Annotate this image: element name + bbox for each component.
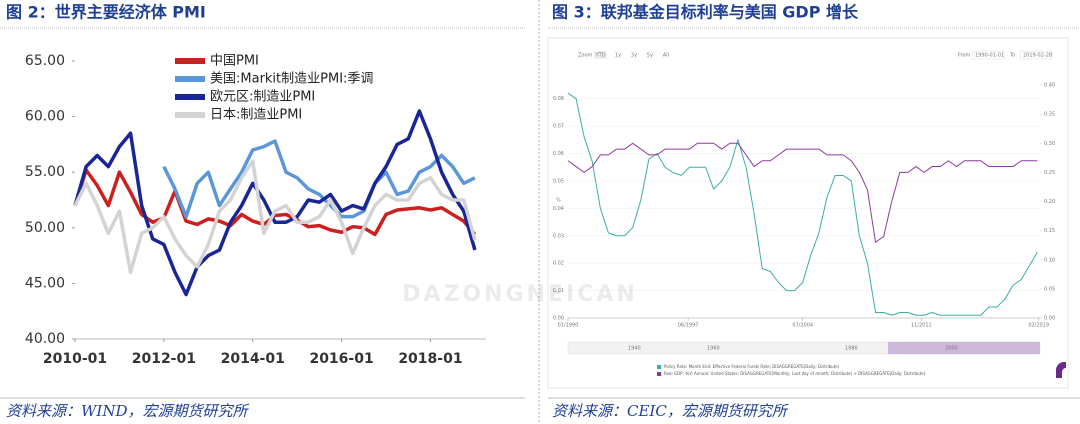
legend-label: Real GDP: YoY: Annual: United States; DI… (664, 371, 926, 376)
y-tick-label: 55.00 (25, 164, 65, 180)
x-tick-label: 06/1997 (678, 323, 699, 329)
series-line (73, 159, 477, 275)
x-tick-label: 2014-01 (221, 351, 285, 367)
y-tick-label: 0.06 (553, 151, 564, 157)
legend-label: 日本:制造业PMI (210, 108, 302, 123)
series-line (73, 109, 477, 297)
from-label: From (958, 53, 971, 59)
source: 资料来源：WIND，宏源期货研究所 (6, 402, 249, 420)
navigator-label: 2000 (945, 346, 958, 352)
legend-label: 美国:Markit制造业PMI:季调 (210, 72, 373, 87)
y2-tick-label: 0.25 (1044, 170, 1055, 176)
y-tick-label: 0.05 (553, 178, 564, 184)
series-line (567, 92, 1038, 316)
x-tick-label: 2016-01 (309, 351, 373, 367)
y2-tick-label: 0.05 (1044, 286, 1055, 292)
y-tick-label: 60.00 (25, 109, 65, 125)
legend-swatch (657, 372, 661, 376)
range-button-label[interactable]: 1y (615, 53, 621, 59)
y2-tick-label: 0.15 (1044, 228, 1055, 234)
source: 资料来源：CEIC，宏源期货研究所 (552, 402, 789, 420)
y-tick-label: 0.02 (553, 261, 564, 267)
series-line (162, 139, 476, 219)
y-tick-label: 50.00 (25, 220, 65, 236)
x-tick-label: 01/1990 (558, 323, 579, 329)
plots: 40.00 45.00 50.00 55.00 60.00 65.00 2010-01 201… (25, 53, 1055, 376)
to-label: To (1009, 53, 1015, 59)
x-tick-label: 11/2011 (911, 323, 932, 329)
y-tick-label: 0.08 (553, 96, 564, 102)
legend-swatch (657, 365, 661, 369)
navigator-label: 1940 (628, 346, 641, 352)
navigator-selection[interactable] (888, 342, 1040, 354)
y-tick-label: 65.00 (25, 53, 65, 69)
zoom-label: Zoom (578, 53, 593, 59)
y-axis-label: % (556, 198, 561, 204)
range-button-label[interactable]: 3y (631, 53, 637, 59)
legend-label: Policy Rate: Month End: Effective Federa… (664, 364, 840, 369)
y-tick-label: 0.00 (553, 316, 564, 322)
y-tick-label: 0.07 (553, 124, 564, 130)
y-tick-label: 0.03 (553, 233, 564, 239)
range-button-label[interactable]: 5y (647, 53, 653, 59)
navigator-label: 1980 (845, 346, 858, 352)
y2-tick-label: 0.30 (1044, 141, 1055, 147)
y2-tick-label: 0.35 (1044, 112, 1055, 118)
navigator-label: 1960 (707, 346, 720, 352)
from-date[interactable]: 1990-01-01 (975, 53, 1004, 59)
y2-tick-label: 0.10 (1044, 257, 1055, 263)
range-buttons: YTD 1y 3y 5y All (594, 51, 669, 59)
from-input[interactable] (971, 50, 1005, 60)
range-button[interactable] (594, 51, 607, 59)
range-button-label[interactable]: All (663, 53, 669, 59)
y-tick-label: 45.00 (25, 275, 65, 291)
series-line (73, 168, 477, 237)
y-tick-label: 40.00 (25, 331, 65, 347)
embedded-chart-frame (547, 37, 1069, 389)
logo (1056, 362, 1066, 378)
legend-label: 中国PMI (210, 54, 259, 69)
x-tick-label: 2018-01 (398, 351, 462, 367)
to-input[interactable] (1019, 50, 1053, 60)
chart-title: 图 2：世界主要经济体 PMI (6, 3, 206, 22)
y2-tick-label: 0.40 (1044, 83, 1055, 89)
x-tick-label: 07/2004 (792, 323, 813, 329)
x-tick-label: 2010-01 (43, 351, 107, 367)
x-tick-label: 02/2019 (1028, 323, 1049, 329)
range-button-label[interactable]: YTD (595, 53, 606, 59)
y-tick-label: 0.01 (553, 288, 564, 294)
to-date[interactable]: 2019-02-28 (1023, 53, 1052, 59)
watermark: DAZONGNEICAN (402, 282, 638, 307)
legend-label: 欧元区:制造业PMI (210, 90, 315, 105)
x-tick-label: 2012-01 (132, 351, 196, 367)
chart-title: 图 3：联邦基金目标利率与美国 GDP 增长 (552, 3, 859, 22)
series-line (567, 142, 1038, 243)
y2-tick-label: 0.20 (1044, 199, 1055, 205)
y-tick-label: 0.04 (553, 206, 564, 212)
y2-tick-label: 0.00 (1044, 316, 1055, 322)
